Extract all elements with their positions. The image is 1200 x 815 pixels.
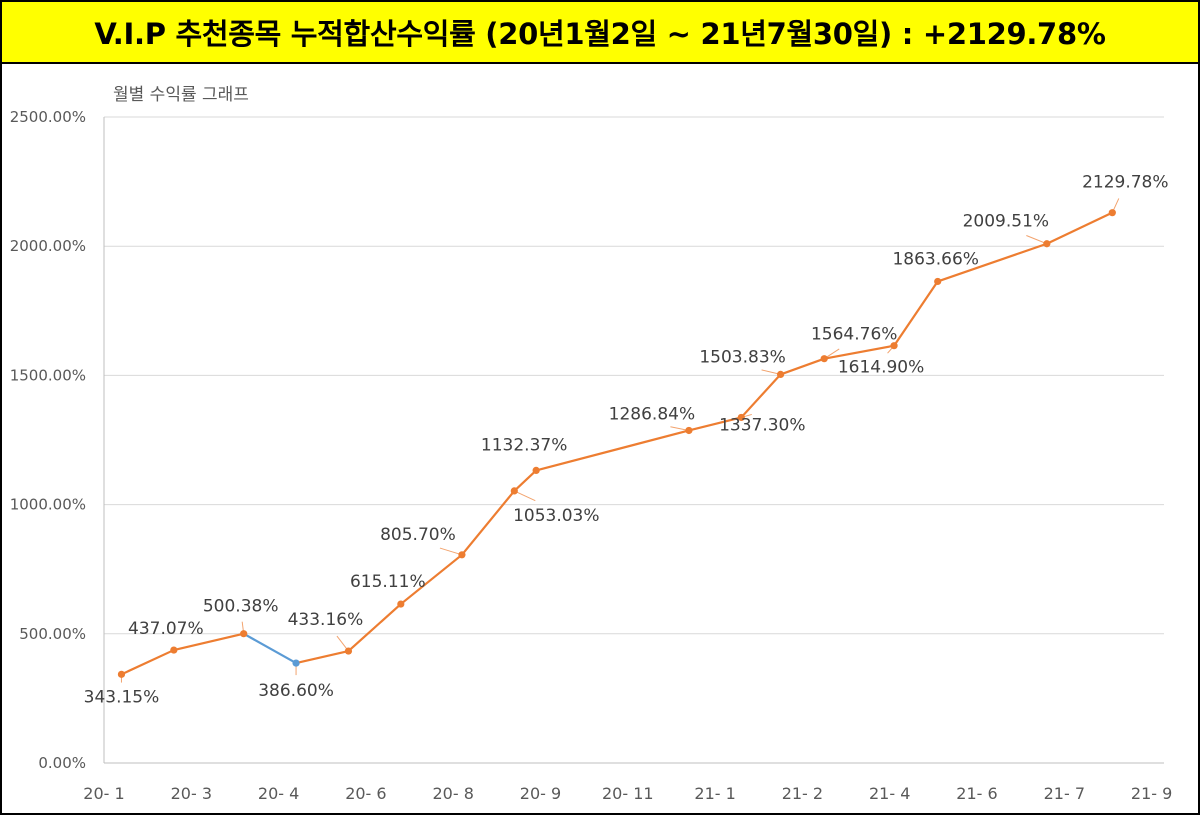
data-point xyxy=(776,370,785,379)
x-tick-label: 21- 9 xyxy=(1131,784,1172,803)
series-segment xyxy=(399,553,464,606)
data-point xyxy=(397,600,405,608)
x-tick-label: 20- 6 xyxy=(345,784,386,803)
series-segment xyxy=(779,357,826,376)
data-label: 343.15% xyxy=(84,687,160,707)
y-tick-label: 2500.00% xyxy=(10,108,86,126)
data-point xyxy=(934,277,942,286)
x-tick-label: 21- 7 xyxy=(1044,784,1085,803)
data-label: 437.07% xyxy=(128,619,204,639)
series-segment xyxy=(687,416,743,432)
series-segment xyxy=(460,489,516,556)
series-segment xyxy=(823,344,896,360)
series-segment xyxy=(936,242,1048,283)
data-point xyxy=(117,670,126,678)
x-tick-label: 21- 6 xyxy=(956,784,997,803)
y-tick-label: 500.00% xyxy=(19,625,86,643)
data-point xyxy=(292,659,300,667)
data-label: 386.60% xyxy=(258,681,334,701)
data-label: 1863.66% xyxy=(892,249,978,269)
data-point xyxy=(685,426,693,435)
series-segment xyxy=(172,632,245,652)
data-label: 1614.90% xyxy=(838,358,924,378)
series-segment xyxy=(242,632,298,665)
x-tick-label: 20- 1 xyxy=(83,784,124,803)
data-point xyxy=(170,646,178,654)
x-tick-label: 21- 2 xyxy=(782,784,823,803)
series-segment xyxy=(294,649,350,665)
data-label: 2009.51% xyxy=(963,212,1049,232)
x-tick-label: 20- 3 xyxy=(171,784,212,803)
x-tick-label: 20- 4 xyxy=(258,784,299,803)
chart-title: 월별 수익률 그래프 xyxy=(113,85,249,105)
data-point xyxy=(890,342,898,350)
data-label: 805.70% xyxy=(380,525,456,545)
series-segment xyxy=(347,602,402,653)
data-point xyxy=(510,487,518,495)
data-label: 1132.37% xyxy=(481,435,567,455)
series-segment xyxy=(535,429,691,472)
data-label: 1337.30% xyxy=(719,415,805,435)
data-label: 1564.76% xyxy=(811,325,897,345)
data-point xyxy=(240,630,248,638)
data-label: 1286.84% xyxy=(609,404,695,424)
data-label: 2129.78% xyxy=(1082,173,1168,193)
data-point xyxy=(344,647,353,655)
x-tick-label: 21- 4 xyxy=(869,784,910,803)
x-tick-label: 20- 8 xyxy=(432,784,473,803)
y-tick-label: 1000.00% xyxy=(10,496,86,514)
data-label: 1053.03% xyxy=(513,506,599,526)
data-point xyxy=(458,551,466,559)
data-label: 615.11% xyxy=(350,572,426,592)
x-tick-label: 21- 1 xyxy=(694,784,735,803)
y-tick-label: 2000.00% xyxy=(10,237,86,255)
series-segment xyxy=(513,469,538,492)
data-point xyxy=(1108,209,1116,217)
y-tick-label: 0.00% xyxy=(38,754,86,772)
label-leader-line xyxy=(514,490,536,502)
data-point xyxy=(532,466,540,474)
label-leader-line xyxy=(1026,235,1048,245)
data-label: 500.38% xyxy=(203,597,279,617)
data-point xyxy=(737,413,745,422)
label-leader-line xyxy=(439,547,463,556)
data-point xyxy=(820,355,828,363)
data-point xyxy=(1043,240,1051,248)
series-segment xyxy=(1045,211,1114,245)
y-tick-label: 1500.00% xyxy=(10,366,86,384)
series-segment xyxy=(740,373,782,419)
page-title: V.I.P 추천종목 누적합산수익률 (20년1월2일 ~ 21년7월30일) … xyxy=(2,2,1198,64)
data-label: 1503.83% xyxy=(699,347,785,367)
x-tick-label: 20- 11 xyxy=(602,784,654,803)
x-tick-label: 20- 9 xyxy=(520,784,561,803)
series-segment xyxy=(120,648,175,676)
series-segment xyxy=(892,280,939,347)
data-label: 433.16% xyxy=(288,610,364,630)
